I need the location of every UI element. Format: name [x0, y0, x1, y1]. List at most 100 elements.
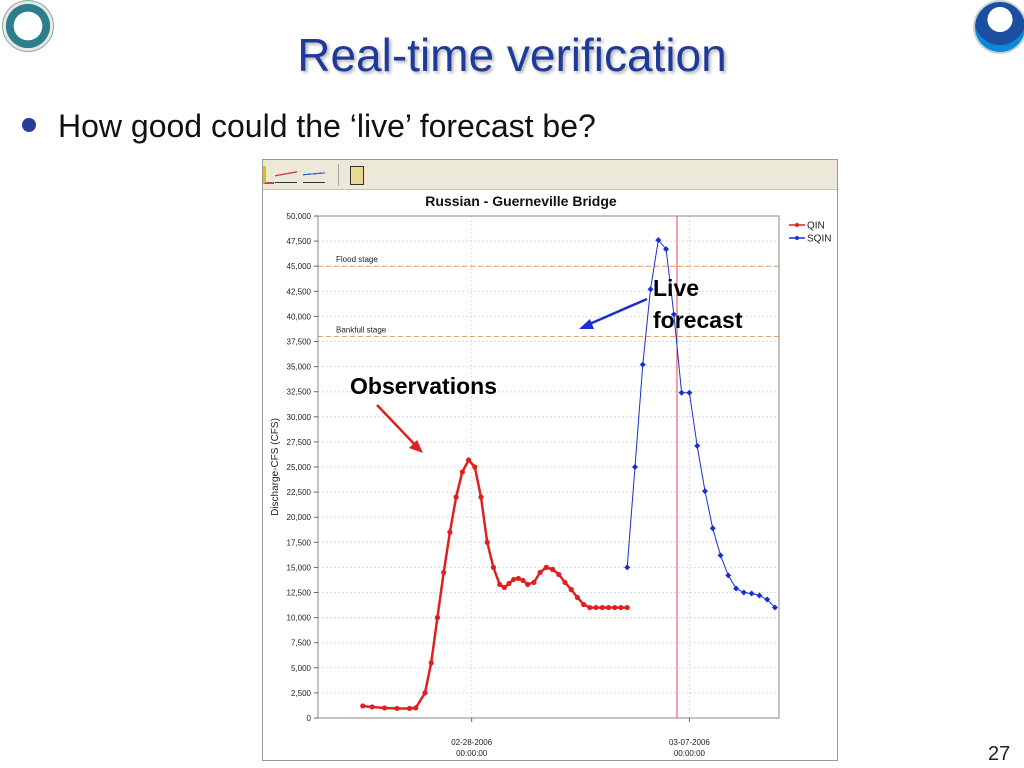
data-point-qin	[543, 564, 549, 570]
data-point-sqin	[670, 311, 677, 318]
threshold-label: Bankfull stage	[336, 325, 387, 334]
y-tick-label: 32,500	[287, 388, 312, 397]
legend-label: QIN	[807, 221, 825, 232]
bullet-text: How good could the ‘live’ forecast be?	[58, 108, 596, 144]
live-forecast-arrowhead	[579, 319, 594, 329]
y-tick-label: 20,000	[287, 513, 312, 522]
data-point-sqin	[764, 596, 771, 603]
x-axis-ticks: 02-28-200600:00:0003-07-200600:00:0003-1…	[451, 718, 710, 758]
data-point-qin	[520, 577, 526, 584]
data-point-qin	[531, 579, 537, 586]
chart-window: Russian - Guerneville Bridge Flood stage…	[262, 159, 838, 761]
legend-marker	[795, 223, 799, 227]
y-tick-label: 5,000	[291, 664, 312, 673]
data-point-sqin	[647, 286, 654, 293]
live-forecast-annotation-line2: forecast	[653, 307, 743, 333]
data-point-qin	[478, 494, 484, 500]
data-point-qin	[599, 604, 605, 611]
data-point-qin	[369, 704, 375, 710]
y-axis-label: Discharge-CFS (CFS)	[270, 418, 281, 516]
threshold-lines: Flood stage Bankfull stage	[318, 216, 779, 718]
data-point-qin	[537, 569, 543, 576]
data-point-sqin	[771, 604, 778, 611]
data-point-qin	[497, 581, 503, 588]
data-point-qin	[381, 705, 388, 711]
y-tick-label: 7,500	[291, 639, 312, 648]
data-point-qin	[406, 705, 413, 712]
y-tick-label: 25,000	[287, 463, 312, 472]
data-point-sqin	[624, 564, 631, 571]
grid-lines	[318, 215, 779, 719]
data-point-qin	[593, 604, 599, 611]
data-point-qin	[441, 569, 447, 576]
toolbar-separator	[338, 164, 339, 186]
y-tick-label: 22,500	[287, 488, 312, 497]
y-tick-label: 0	[307, 714, 312, 723]
data-point-sqin	[740, 589, 747, 596]
y-tick-label: 27,500	[287, 438, 312, 447]
data-point-qin	[605, 604, 612, 611]
annotation-arrows	[376, 297, 648, 453]
y-axis-ticks: 0 2,500 5,000 7,500 10,000 12,500 15,000 17,500…	[287, 212, 318, 723]
toolbar-legend-icon[interactable]	[263, 166, 274, 184]
data-point-qin	[459, 469, 465, 475]
legend-label: SQIN	[807, 234, 831, 245]
data-point-qin	[490, 564, 497, 570]
series-layer	[360, 237, 778, 712]
data-point-qin	[587, 604, 593, 611]
data-point-qin	[618, 604, 624, 611]
data-point-sqin	[631, 464, 638, 470]
chart-toolbar	[263, 160, 837, 190]
y-tick-label: 42,500	[287, 287, 312, 296]
data-point-sqin	[733, 585, 740, 592]
y-tick-label: 12,500	[287, 589, 312, 598]
data-point-qin	[515, 575, 521, 582]
observations-arrow	[376, 404, 420, 450]
data-point-sqin	[655, 237, 662, 244]
data-point-sqin	[748, 590, 755, 597]
y-tick-label: 37,500	[287, 338, 312, 347]
data-point-qin	[472, 464, 478, 470]
toolbar-multi-line-icon[interactable]	[303, 166, 325, 183]
data-point-sqin	[694, 442, 701, 449]
toolbar-document-icon[interactable]	[350, 166, 364, 185]
data-point-qin	[506, 580, 512, 587]
data-point-qin	[562, 579, 568, 586]
data-point-sqin	[725, 572, 732, 579]
legend-marker	[795, 236, 799, 240]
series-line-sqin	[626, 238, 776, 608]
data-point-sqin	[709, 525, 716, 532]
series-line-qin	[362, 457, 628, 710]
live-forecast-annotation-line1: Live	[653, 275, 700, 301]
slide-title: Real-time verification	[297, 29, 727, 81]
data-point-qin	[556, 571, 562, 578]
data-point-qin	[434, 615, 441, 621]
y-tick-label: 10,000	[287, 614, 312, 623]
data-point-sqin	[678, 389, 685, 396]
data-point-qin	[413, 705, 419, 711]
data-point-sqin	[686, 389, 693, 396]
y-tick-label: 15,000	[287, 563, 312, 572]
bullet-dot	[22, 118, 36, 132]
x-tick-label-date: 02-28-2006	[451, 738, 492, 747]
data-point-qin	[525, 581, 531, 588]
live-forecast-arrow	[584, 297, 648, 328]
data-point-sqin	[701, 488, 708, 495]
y-tick-label: 35,000	[287, 363, 312, 372]
data-point-qin	[549, 566, 556, 573]
toolbar-line-chart-icon[interactable]	[275, 166, 297, 183]
data-point-qin	[465, 457, 472, 463]
x-tick-label-date: 03-07-2006	[669, 738, 710, 747]
legend: QIN SQIN	[789, 221, 831, 245]
noaa-logo	[973, 0, 1024, 54]
data-point-qin	[453, 494, 459, 500]
department-of-commerce-seal	[2, 0, 54, 52]
data-point-qin	[511, 576, 517, 583]
data-point-qin	[568, 586, 574, 593]
x-tick-label-time: 00:00:00	[456, 749, 488, 758]
threshold-label: Flood stage	[336, 255, 378, 264]
y-tick-label: 17,500	[287, 538, 312, 547]
data-point-sqin	[639, 361, 646, 368]
data-point-qin	[624, 604, 630, 611]
y-tick-label: 40,000	[287, 312, 312, 321]
